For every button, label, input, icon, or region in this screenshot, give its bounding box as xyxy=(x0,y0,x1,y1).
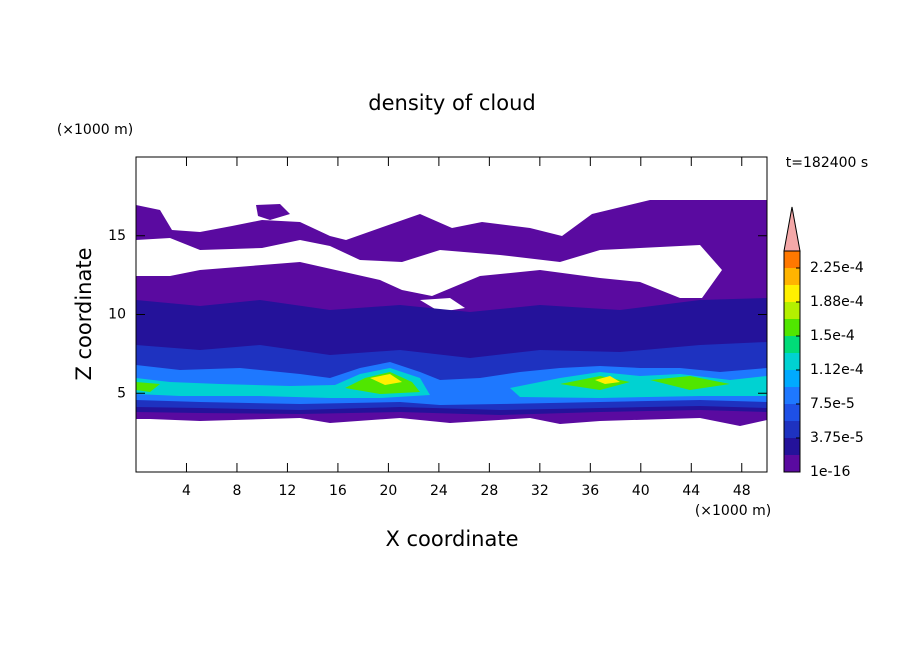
colorbar-band xyxy=(784,268,800,285)
colorbar-band xyxy=(784,404,800,421)
x-tick-label: 36 xyxy=(581,483,599,499)
colorbar-band xyxy=(784,251,800,268)
contour-region xyxy=(256,204,290,220)
x-tick-label: 12 xyxy=(279,483,297,499)
x-tick-label: 28 xyxy=(480,483,498,499)
colorbar-band xyxy=(784,438,800,455)
colorbar-band xyxy=(784,302,800,319)
colorbar-band xyxy=(784,421,800,438)
colorbar-tick-label: 3.75e-5 xyxy=(810,430,864,446)
x-axis-label: X coordinate xyxy=(385,527,518,551)
colorbar-extend xyxy=(783,206,801,252)
x-tick-label: 24 xyxy=(430,483,448,499)
x-tick-label: 48 xyxy=(733,483,751,499)
colorbar-tick-label: 1e-16 xyxy=(810,464,850,480)
colorbar-band xyxy=(784,336,800,353)
y-tick-label: 5 xyxy=(117,385,126,401)
colorbar-tick-label: 1.12e-4 xyxy=(810,362,864,378)
x-unit: (×1000 m) xyxy=(695,503,771,519)
colorbar-border xyxy=(783,250,801,473)
colorbar-tick-label: 1.88e-4 xyxy=(810,294,864,310)
x-tick-label: 4 xyxy=(182,483,191,499)
colorbar-tick-label: 2.25e-4 xyxy=(810,260,864,276)
x-tick-label: 40 xyxy=(632,483,650,499)
colorbar-band xyxy=(784,353,800,370)
y-tick-label: 10 xyxy=(108,307,126,323)
colorbar-band xyxy=(784,387,800,404)
colorbar-tick-label: 7.5e-5 xyxy=(810,396,855,412)
x-tick-label: 16 xyxy=(329,483,347,499)
x-tick-label: 20 xyxy=(379,483,397,499)
chart-title: density of cloud xyxy=(368,91,535,115)
colorbar-band xyxy=(784,319,800,336)
y-axis-label: Z coordinate xyxy=(72,247,96,380)
time-annotation: t=182400 s xyxy=(786,155,868,171)
contour-field xyxy=(136,200,767,426)
contour-region xyxy=(136,368,767,398)
clear-region xyxy=(136,238,722,298)
x-tick-label: 44 xyxy=(682,483,700,499)
y-unit: (×1000 m) xyxy=(57,122,133,138)
x-tick-label: 32 xyxy=(531,483,549,499)
colorbar-band xyxy=(784,455,800,472)
colorbar-band xyxy=(784,370,800,387)
colorbar-tick-label: 1.5e-4 xyxy=(810,328,855,344)
colorbar-band xyxy=(784,285,800,302)
y-tick-label: 15 xyxy=(108,228,126,244)
x-tick-label: 8 xyxy=(232,483,241,499)
plot-frame xyxy=(135,156,768,473)
